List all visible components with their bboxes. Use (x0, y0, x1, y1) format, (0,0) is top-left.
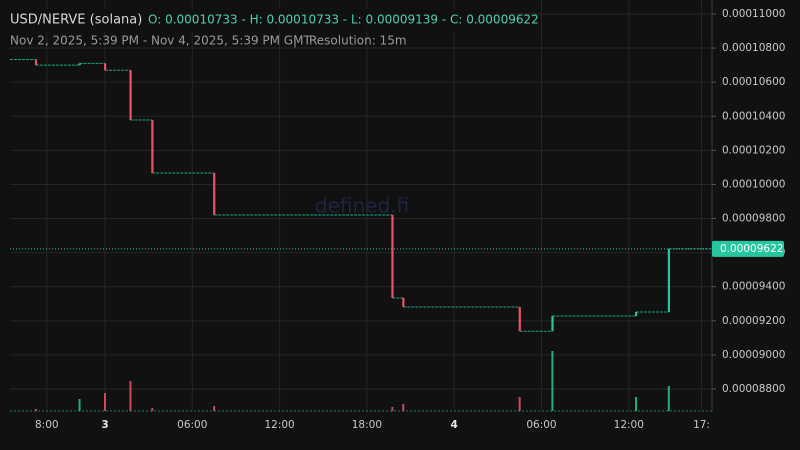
volume-bar (104, 393, 107, 411)
volume-bar (213, 406, 216, 411)
y-tick-label: 0.00011000 (722, 8, 785, 20)
x-tick-label: 4 (451, 419, 458, 431)
candle-body (402, 297, 405, 308)
y-tick-label: 0.00010200 (722, 144, 785, 156)
x-tick-label: 17: (693, 419, 710, 431)
volume-bar (78, 399, 81, 411)
y-tick-label: 0.00009400 (722, 281, 785, 293)
x-tick-label: 06:00 (177, 419, 207, 431)
resolution: Resolution: 15m (309, 34, 407, 48)
last-price-label: 0.00009622 (720, 243, 783, 255)
candle-body (78, 63, 81, 66)
candle-body (213, 173, 216, 215)
y-tick-label: 0.00010400 (722, 110, 785, 122)
y-tick-label: 0.00009000 (722, 349, 785, 361)
candle-body (391, 214, 394, 298)
volume-bar (151, 408, 154, 411)
last-price-box (712, 240, 784, 257)
ohlc: O: 0.00010733 - H: 0.00010733 - L: 0.000… (148, 13, 539, 27)
volume-bar (34, 409, 37, 411)
candle-body (151, 120, 154, 174)
x-tick-label: 8:00 (35, 419, 59, 431)
x-tick-label: 12:00 (264, 419, 294, 431)
volume-bar (635, 397, 638, 411)
volume-bar (518, 397, 521, 411)
x-tick-label: 12:00 (614, 419, 644, 431)
volume-bar (391, 407, 394, 411)
pair-name: USD/NERVE (solana) (10, 13, 142, 28)
watermark: defined.fi (315, 194, 409, 218)
candle-body (34, 59, 38, 66)
y-tick-label: 0.00009200 (722, 315, 785, 327)
volume-bar (551, 351, 554, 411)
candle-body (104, 63, 107, 71)
candle-body (667, 248, 670, 312)
separator: | (293, 34, 297, 48)
volume-bar (402, 404, 405, 411)
candle-body (551, 316, 554, 332)
volume-bar (129, 381, 132, 411)
y-tick-label: 0.00010600 (722, 76, 785, 88)
y-tick-label: 0.00010000 (722, 178, 785, 190)
x-tick-label: 06:00 (526, 419, 556, 431)
y-tick-label: 0.00008800 (722, 383, 785, 395)
y-tick-label: 0.00009800 (722, 213, 785, 225)
volume-bar (667, 386, 670, 411)
date-range: Nov 2, 2025, 5:39 PM - Nov 4, 2025, 5:39… (10, 34, 311, 48)
x-tick-label: 3 (101, 419, 108, 431)
candle-body (518, 307, 521, 332)
x-tick-label: 18:00 (352, 419, 382, 431)
candle-body (635, 311, 638, 317)
candle-body (129, 70, 132, 121)
y-tick-label: 0.00010800 (722, 42, 785, 54)
legend-bg (6, 9, 508, 31)
